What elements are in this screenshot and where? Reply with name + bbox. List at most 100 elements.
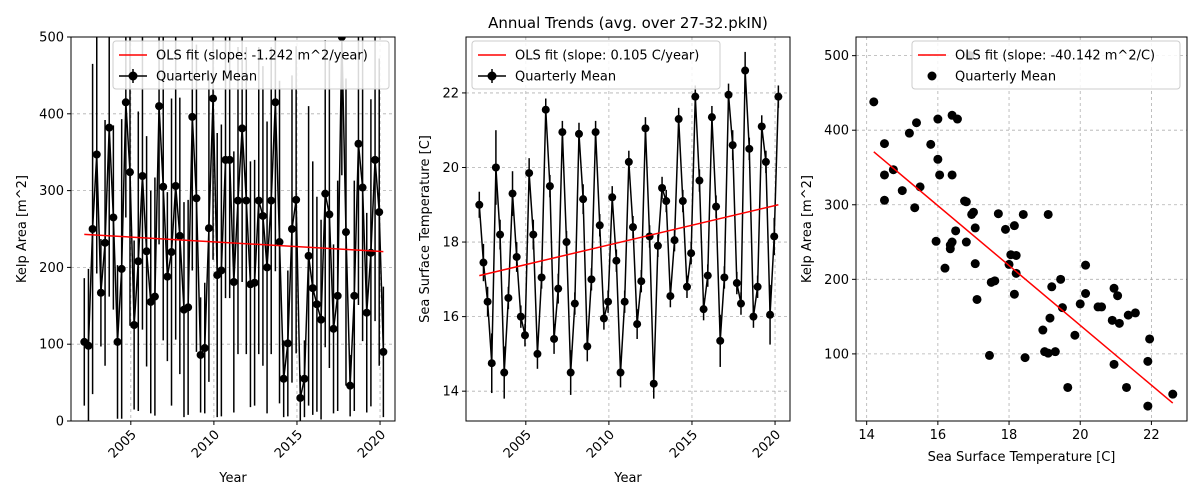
data-point	[967, 209, 977, 219]
data-point	[728, 141, 737, 150]
data-point	[308, 284, 317, 293]
legend-box	[911, 40, 1181, 90]
data-point	[520, 331, 529, 340]
x-tick-label: 16	[930, 428, 947, 443]
data-point	[155, 102, 164, 111]
data-point	[204, 224, 213, 233]
data-point	[142, 247, 151, 256]
data-point	[984, 350, 994, 360]
data-point	[904, 128, 914, 138]
data-point	[105, 123, 114, 132]
y-axis-label: Sea Surface Temperature [C]	[418, 135, 433, 323]
data-point	[986, 277, 996, 287]
data-point	[587, 275, 596, 284]
data-point	[1130, 308, 1140, 318]
legend-box	[471, 40, 721, 90]
data-point	[951, 226, 961, 236]
data-point	[732, 279, 741, 288]
panel-1: 2005 2010 2015 2020 0 100 200 300 400 500 Year Kelp…	[15, 31, 396, 486]
y-tick-label: 400	[824, 124, 849, 139]
x-tick-label: 20	[1072, 428, 1089, 443]
data-point	[138, 172, 147, 181]
panel-3: 14 16 18 20 22 100 200 300 400 500 Sea Surface Tem…	[800, 36, 1188, 465]
data-point	[545, 182, 554, 191]
data-point	[508, 189, 517, 198]
data-point	[604, 297, 613, 306]
data-point	[101, 238, 110, 247]
data-point	[879, 139, 889, 149]
data-point	[637, 277, 646, 286]
data-point	[1093, 302, 1103, 312]
y-axis-label: Kelp Area [m^2]	[15, 175, 30, 283]
data-point	[171, 181, 180, 190]
data-point	[130, 321, 139, 329]
data-point	[1143, 356, 1153, 366]
data-point	[1109, 283, 1119, 293]
data-point	[1043, 348, 1053, 358]
data-point	[933, 154, 943, 164]
plot-area	[869, 51, 1178, 411]
data-point	[707, 113, 716, 122]
data-point	[312, 300, 321, 309]
y-tick-label: 0	[56, 415, 64, 430]
data-point	[96, 288, 105, 297]
data-point	[275, 238, 284, 247]
data-point	[354, 139, 363, 148]
data-point	[225, 155, 234, 164]
data-point	[910, 203, 920, 213]
ols-fit-line	[84, 233, 384, 253]
legend-mean-marker	[128, 71, 138, 81]
data-point	[1000, 224, 1010, 234]
data-point	[287, 225, 296, 233]
data-point	[1143, 401, 1153, 411]
data-point	[1045, 313, 1055, 323]
data-point	[662, 197, 671, 206]
y-tick-label: 300	[39, 184, 64, 199]
data-point	[566, 368, 575, 377]
data-point	[595, 221, 604, 230]
data-point	[608, 193, 617, 202]
data-point	[1145, 334, 1155, 344]
data-point	[1168, 389, 1178, 399]
data-point	[233, 196, 242, 205]
data-point	[250, 278, 259, 287]
data-point	[562, 238, 571, 247]
data-point	[504, 293, 513, 302]
data-point	[1123, 310, 1133, 320]
data-point	[242, 196, 251, 205]
x-tick-label: 2015	[667, 427, 701, 461]
panel-2: 2005 2010 2015 2020 14 16 18 20 22 Year Sea Surfac…	[418, 14, 791, 486]
ols-fit-line	[479, 204, 779, 277]
data-point	[1081, 260, 1091, 270]
data-point	[897, 186, 907, 196]
data-point	[912, 118, 922, 128]
data-point	[279, 374, 288, 383]
data-point	[254, 196, 263, 205]
data-point	[993, 209, 1003, 219]
y-tick-label: 22	[442, 86, 459, 101]
data-point	[1113, 291, 1123, 301]
data-point	[113, 337, 122, 346]
data-point	[1114, 318, 1124, 328]
legend: OLS fit (slope: -1.242 m^2/year) Quarterl…	[112, 40, 390, 90]
x-tick-label: 2020	[750, 427, 784, 461]
data-point	[238, 124, 247, 133]
legend-mean-marker	[927, 71, 937, 81]
data-point	[570, 299, 579, 308]
data-point	[1018, 209, 1028, 219]
data-point	[209, 94, 218, 103]
data-point	[633, 320, 642, 329]
data-point	[229, 277, 238, 286]
data-point	[933, 114, 943, 124]
data-point	[970, 223, 980, 233]
data-point	[333, 291, 342, 300]
data-point	[362, 308, 371, 317]
data-point	[558, 128, 567, 137]
legend-fit-label: OLS fit (slope: -1.242 m^2/year)	[156, 49, 368, 64]
data-point	[1050, 347, 1060, 357]
y-tick-label: 500	[824, 49, 849, 64]
data-point	[616, 368, 625, 377]
data-point	[350, 291, 359, 300]
data-point	[159, 182, 168, 191]
data-point	[121, 98, 130, 107]
